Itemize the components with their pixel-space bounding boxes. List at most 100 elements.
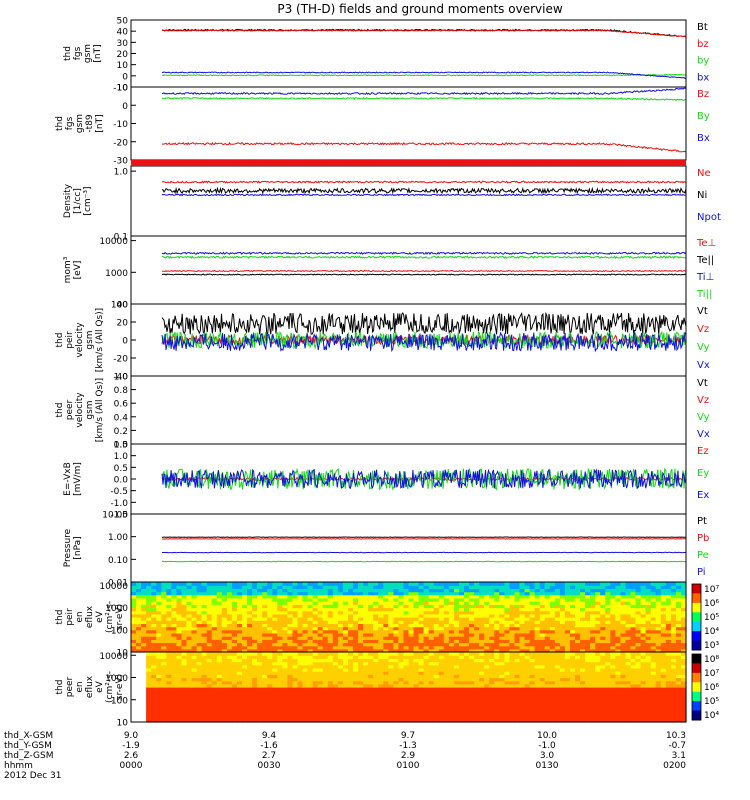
heatmap-cell [252,588,258,593]
heatmap-cell [650,699,657,704]
heatmap-cell [373,658,379,663]
heatmap-cell [554,661,561,666]
heatmap-cell [620,645,626,650]
heatmap-cell [529,639,536,644]
heatmap-cell [252,699,258,704]
heatmap-cell [403,693,410,698]
heatmap-cell [509,648,515,653]
heatmap-cell [398,636,404,640]
heatmap-cell [610,639,616,644]
heatmap-cell [544,677,551,682]
heatmap-cell [201,594,208,599]
heatmap-cell [570,623,576,628]
heatmap-cell [489,632,495,637]
heatmap-cell [186,693,193,698]
heatmap-cell [171,696,177,701]
heatmap-cell [337,604,344,609]
heatmap-cell [267,715,273,720]
heatmap-cell [514,680,521,685]
heatmap-cell [418,699,425,704]
heatmap-cell [418,585,425,589]
heatmap-cell [242,607,248,612]
heatmap-cell [459,718,465,723]
heatmap-cell [438,607,445,612]
heatmap-cell [358,604,364,609]
heatmap-cell [590,645,596,650]
heatmap-cell [353,610,359,615]
heatmap-cell [605,690,611,694]
heatmap-cell [595,661,601,666]
heatmap-cell [479,645,485,650]
heatmap-cell [544,607,551,612]
heatmap-cell [312,702,319,707]
heatmap-cell [675,699,682,704]
heatmap-cell [665,715,672,720]
heatmap-cell [201,718,208,723]
heatmap-cell [166,683,172,688]
heatmap-cell [635,693,642,698]
heatmap-cell [575,690,581,694]
heatmap-cell [383,617,389,621]
heatmap-cell [342,696,349,701]
heatmap-cell [267,680,273,685]
heatmap-cell [559,585,566,589]
heatmap-cell [373,607,379,612]
heatmap-cell [448,639,455,644]
heatmap-cell [196,690,203,694]
heatmap-cell [191,607,198,612]
heatmap-cell [423,690,430,694]
heatmap-cell [393,687,399,691]
heatmap-cell [499,591,505,596]
heatmap-cell [332,664,339,669]
heatmap-cell [262,709,268,714]
heatmap-cell [418,648,425,653]
heatmap-cell [136,632,142,637]
heatmap-cell [504,652,510,656]
heatmap-cell [201,613,208,618]
heatmap-cell [590,585,596,589]
heatmap-cell [645,582,652,586]
heatmap-cell [670,642,677,647]
heatmap-cell [595,702,601,707]
heatmap-cell [650,661,657,666]
heatmap-cell [539,655,546,659]
heatmap-cell [231,712,238,717]
heatmap-cell [353,591,359,596]
heatmap-cell [499,601,505,605]
heatmap-cell [201,610,208,615]
heatmap-cell [181,709,188,714]
y-axis-label: mom³ [63,256,73,283]
heatmap-cell [282,696,288,701]
heatmap-cell [332,597,339,602]
heatmap-cell [570,680,576,685]
heatmap-cell [378,652,384,656]
heatmap-cell [620,674,626,679]
heatmap-cell [358,677,364,682]
heatmap-cell [171,639,177,644]
heatmap-cell [327,585,334,589]
heatmap-cell [514,687,521,691]
heatmap-cell [337,683,344,688]
heatmap-cell [393,604,399,609]
heatmap-cell [509,652,515,656]
heatmap-cell [136,639,142,644]
heatmap-cell [247,588,253,593]
heatmap-cell [620,667,626,672]
heatmap-cell [595,594,601,599]
heatmap-cell [640,585,647,589]
heatmap-cell [237,632,243,637]
heatmap-cell [529,623,536,628]
heatmap-cell [398,671,404,675]
heatmap-cell [428,667,435,672]
heatmap-cell [681,594,687,599]
legend-Ne: Ne [697,168,711,179]
heatmap-cell [201,648,208,653]
heatmap-cell [206,623,213,628]
heatmap-cell [605,655,611,659]
heatmap-cell [186,690,193,694]
heatmap-cell [620,594,626,599]
heatmap-cell [428,636,435,640]
heatmap-cell [504,639,510,644]
heatmap-cell [438,620,445,624]
heatmap-cell [459,677,465,682]
